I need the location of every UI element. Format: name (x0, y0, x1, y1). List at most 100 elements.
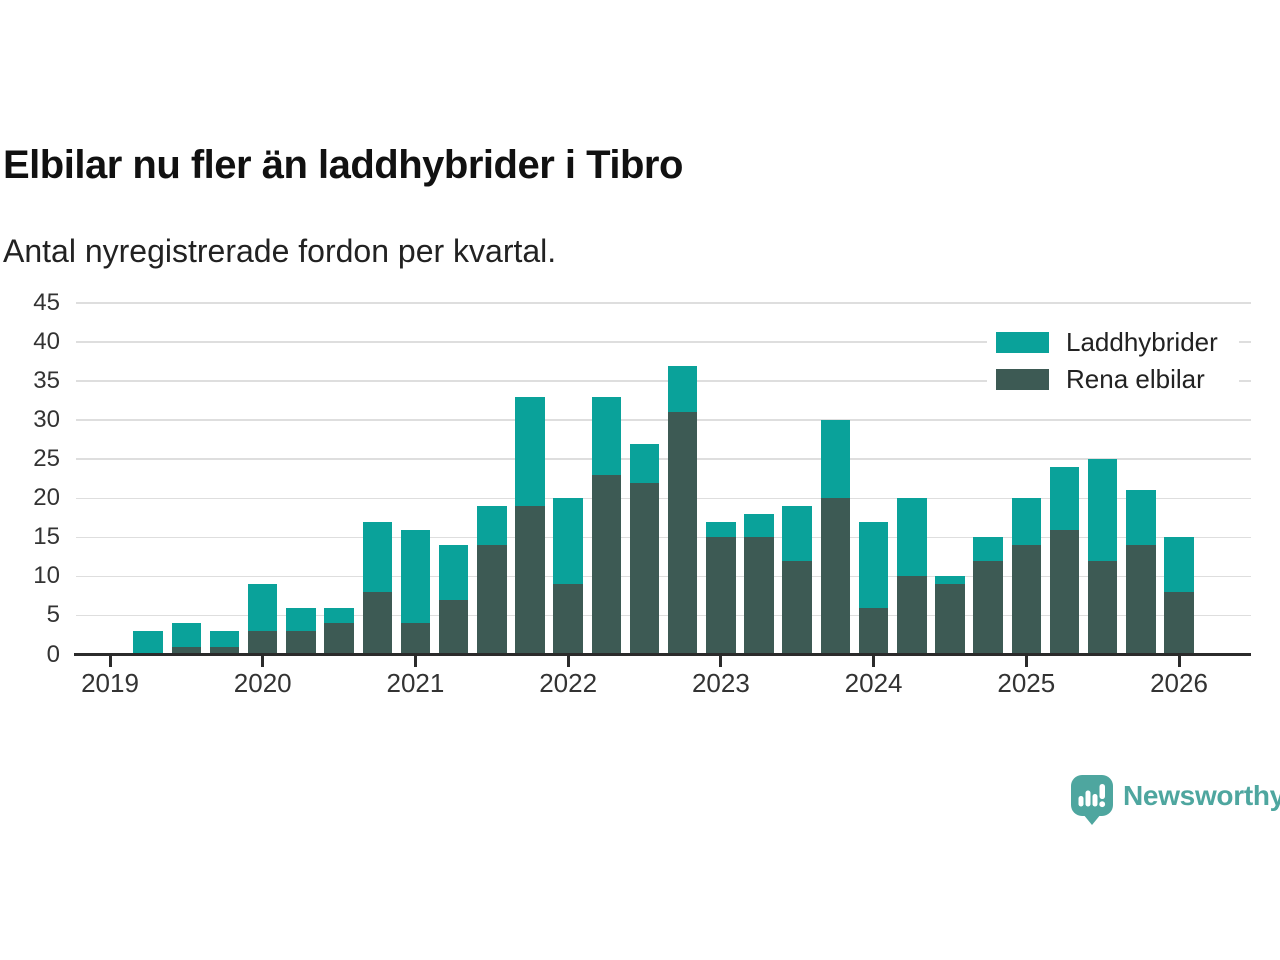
x-axis-tick-2022 (567, 656, 570, 667)
bar-segment-rena_elbilar (897, 576, 927, 654)
bar-2022-q1 (553, 498, 583, 654)
x-axis-tick-label: 2021 (355, 668, 475, 699)
bar-2023-q4 (821, 420, 851, 654)
bar-2020-q4 (363, 522, 393, 655)
bar-segment-laddhybrider (897, 498, 927, 576)
x-axis-tick-label: 2026 (1119, 668, 1239, 699)
x-axis-tick-2023 (719, 656, 722, 667)
x-axis-tick-label: 2025 (966, 668, 1086, 699)
bar-2025-q1 (1012, 498, 1042, 654)
y-axis-tick-label: 5 (6, 602, 60, 628)
bar-segment-laddhybrider (248, 584, 278, 631)
bar-2020-q1 (248, 584, 278, 654)
x-axis-tick-2019 (109, 656, 112, 667)
bar-2024-q1 (859, 522, 889, 655)
bar-2024-q4 (973, 537, 1003, 654)
bar-segment-laddhybrider (935, 576, 965, 584)
bar-segment-rena_elbilar (439, 600, 469, 655)
chart-canvas: Elbilar nu fler än laddhybrider i Tibro … (0, 0, 1280, 960)
y-axis-tick-label: 40 (6, 329, 60, 355)
bar-segment-laddhybrider (859, 522, 889, 608)
bar-2021-q2 (439, 545, 469, 654)
bar-2022-q4 (668, 366, 698, 655)
bar-segment-rena_elbilar (973, 561, 1003, 655)
y-axis-tick-label: 25 (6, 446, 60, 472)
bar-segment-laddhybrider (172, 623, 202, 646)
branding-name: Newsworthy (1123, 780, 1280, 812)
bar-segment-laddhybrider (706, 522, 736, 538)
bar-segment-laddhybrider (668, 366, 698, 413)
gridline-y-30 (76, 419, 1251, 421)
bar-2020-q3 (324, 608, 354, 655)
y-axis-tick-label: 20 (6, 485, 60, 511)
bar-2019-q4 (210, 631, 240, 654)
bar-segment-laddhybrider (973, 537, 1003, 560)
bar-segment-rena_elbilar (1050, 530, 1080, 655)
bar-segment-laddhybrider (1012, 498, 1042, 545)
bar-segment-laddhybrider (133, 631, 163, 654)
newsworthy-logo-icon (1070, 775, 1114, 825)
y-axis-tick-label: 35 (6, 368, 60, 394)
bar-2019-q2 (133, 631, 163, 654)
x-axis-tick-2025 (1025, 656, 1028, 667)
bar-segment-rena_elbilar (401, 623, 431, 654)
bar-segment-laddhybrider (515, 397, 545, 506)
bar-2022-q3 (630, 444, 660, 655)
bar-segment-laddhybrider (324, 608, 354, 624)
bar-2021-q1 (401, 530, 431, 655)
bar-segment-rena_elbilar (744, 537, 774, 654)
bar-segment-rena_elbilar (324, 623, 354, 654)
x-axis-tick-2024 (872, 656, 875, 667)
chart-title: Elbilar nu fler än laddhybrider i Tibro (3, 143, 683, 187)
legend-swatch (996, 332, 1049, 353)
bar-segment-rena_elbilar (782, 561, 812, 655)
bar-segment-laddhybrider (439, 545, 469, 600)
bar-segment-rena_elbilar (1164, 592, 1194, 654)
bar-2021-q3 (477, 506, 507, 654)
bar-2023-q1 (706, 522, 736, 655)
bar-2023-q2 (744, 514, 774, 655)
bar-segment-laddhybrider (1088, 459, 1118, 561)
bar-segment-laddhybrider (1164, 537, 1194, 592)
bar-segment-rena_elbilar (935, 584, 965, 654)
legend-label: Rena elbilar (1066, 364, 1205, 395)
y-axis-tick-label: 10 (6, 563, 60, 589)
bar-segment-rena_elbilar (1126, 545, 1156, 654)
bar-segment-rena_elbilar (1012, 545, 1042, 654)
bar-2019-q3 (172, 623, 202, 654)
bar-segment-laddhybrider (286, 608, 316, 631)
bar-segment-laddhybrider (782, 506, 812, 561)
x-axis-tick-label: 2023 (661, 668, 781, 699)
bar-2024-q2 (897, 498, 927, 654)
x-axis-tick-label: 2019 (50, 668, 170, 699)
bar-segment-laddhybrider (592, 397, 622, 475)
y-axis-tick-label: 0 (6, 642, 60, 668)
bar-segment-rena_elbilar (248, 631, 278, 654)
bar-segment-laddhybrider (363, 522, 393, 592)
bar-segment-rena_elbilar (706, 537, 736, 654)
legend-label: Laddhybrider (1066, 327, 1218, 358)
bar-segment-rena_elbilar (630, 483, 660, 655)
y-axis-tick-label: 15 (6, 524, 60, 550)
bar-segment-laddhybrider (553, 498, 583, 584)
bar-segment-rena_elbilar (363, 592, 393, 654)
bar-segment-laddhybrider (477, 506, 507, 545)
bar-segment-rena_elbilar (821, 498, 851, 654)
bar-2025-q2 (1050, 467, 1080, 654)
bar-2021-q4 (515, 397, 545, 655)
x-axis-tick-2026 (1178, 656, 1181, 667)
gridline-y-45 (76, 302, 1251, 304)
bar-2024-q3 (935, 576, 965, 654)
x-axis-tick-label: 2024 (814, 668, 934, 699)
legend-item-rena-elbilar: Rena elbilar (996, 367, 1205, 391)
bar-segment-laddhybrider (630, 444, 660, 483)
branding: Newsworthy (1070, 775, 1280, 825)
bar-segment-rena_elbilar (477, 545, 507, 654)
gridline-y-25 (76, 458, 1251, 460)
bar-segment-rena_elbilar (592, 475, 622, 655)
bar-segment-laddhybrider (744, 514, 774, 537)
bar-segment-rena_elbilar (668, 412, 698, 654)
legend-item-laddhybrider: Laddhybrider (996, 330, 1218, 354)
x-axis-line (74, 653, 1251, 656)
bar-segment-rena_elbilar (515, 506, 545, 654)
